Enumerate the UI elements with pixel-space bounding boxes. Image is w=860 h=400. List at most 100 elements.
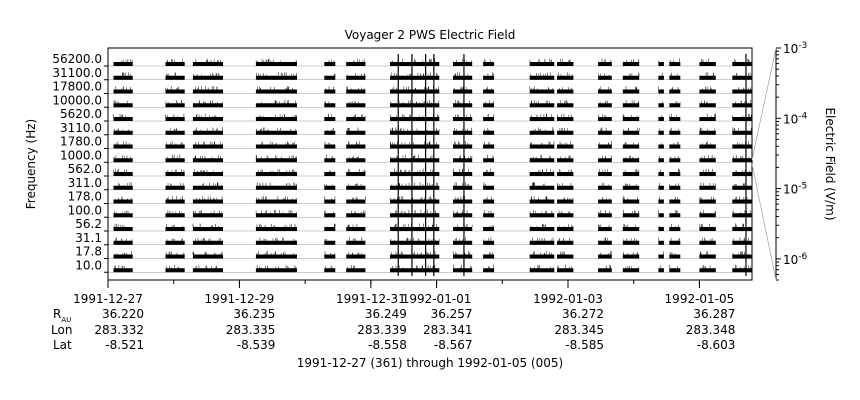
y-tick-label: 17800.0 — [52, 80, 102, 94]
data-segment — [255, 103, 297, 108]
data-segment — [324, 240, 336, 245]
data-segment — [483, 158, 495, 163]
ephemeris-value-lat: -8.603 — [697, 338, 736, 352]
data-segment — [699, 117, 716, 121]
data-segment — [732, 158, 752, 163]
data-segment — [255, 89, 297, 94]
data-segment — [346, 75, 366, 80]
data-segment — [529, 227, 555, 231]
colorbar: 10-3 10-4 10-5 10-6 — [751, 41, 808, 281]
y-tick-label: 17.8 — [75, 245, 102, 259]
data-segment — [529, 213, 555, 218]
data-segment — [113, 130, 133, 135]
data-segment — [255, 158, 297, 163]
data-segment — [658, 213, 664, 218]
data-segment — [557, 268, 574, 273]
data-segment — [732, 227, 752, 231]
data-segment — [598, 144, 612, 149]
data-segment — [483, 117, 495, 121]
ephemeris-value-lon: 283.332 — [94, 323, 144, 337]
y-axis-ticks: 10.017.831.156.2100.0178.0311.0562.01000… — [52, 52, 108, 273]
data-segment — [255, 268, 297, 273]
data-segment — [598, 75, 612, 80]
data-segment — [669, 240, 681, 245]
data-segment — [324, 144, 336, 149]
y-tick-label: 562.0 — [68, 162, 102, 176]
colorbar-connector — [751, 163, 777, 281]
y-tick-label: 10000.0 — [52, 93, 102, 107]
data-segment — [346, 227, 366, 231]
data-segment — [557, 130, 574, 135]
data-segment — [483, 227, 495, 231]
data-segment — [483, 185, 495, 190]
data-segment — [192, 144, 223, 149]
data-segment — [346, 117, 366, 121]
data-segment — [165, 144, 185, 149]
data-segment — [669, 130, 681, 135]
y-axis-label: Frequency (Hz) — [24, 119, 38, 210]
data-segment — [658, 185, 664, 190]
data-segment — [192, 158, 223, 163]
data-segment — [192, 185, 223, 190]
data-segment — [324, 62, 336, 66]
x-tick-label: 1992-01-03 — [533, 292, 603, 306]
data-segment — [557, 199, 574, 204]
data-segment — [192, 227, 223, 231]
data-segment — [453, 75, 473, 80]
data-segment — [390, 103, 440, 108]
data-segment — [598, 172, 612, 176]
data-segment — [699, 240, 716, 245]
data-segment — [324, 268, 336, 273]
data-segment — [483, 240, 495, 245]
data-segment — [453, 213, 473, 218]
data-segment — [598, 227, 612, 231]
data-segment — [346, 240, 366, 245]
data-segment — [324, 89, 336, 94]
y-tick-label: 1000.0 — [60, 148, 102, 162]
data-segment — [669, 144, 681, 149]
x-tick-label: 1991-12-29 — [205, 292, 275, 306]
data-segment — [732, 89, 752, 94]
date-range-footer: 1991-12-27 (361) through 1992-01-05 (005… — [297, 356, 563, 370]
data-segment — [622, 240, 640, 245]
data-segment — [255, 254, 297, 259]
data-segment — [598, 213, 612, 218]
data-segment — [669, 89, 681, 94]
data-segment — [483, 103, 495, 108]
data-segment — [669, 213, 681, 218]
data-segment — [255, 62, 297, 66]
data-segment — [255, 240, 297, 245]
data-segment — [699, 158, 716, 163]
data-segment — [557, 144, 574, 149]
data-segment — [529, 158, 555, 163]
data-segment — [622, 62, 640, 66]
data-segment — [113, 103, 133, 108]
plot-frame — [107, 47, 753, 281]
data-segment — [622, 89, 640, 94]
ephemeris-value-r: 36.272 — [562, 307, 604, 321]
data-segment — [113, 62, 133, 66]
data-segment — [113, 254, 133, 259]
data-segment — [529, 254, 555, 259]
data-segment — [390, 130, 440, 135]
data-segment — [658, 254, 664, 259]
burst-spikes — [397, 54, 747, 276]
data-segments — [113, 58, 752, 273]
data-segment — [669, 185, 681, 190]
data-segment — [255, 227, 297, 231]
data-segment — [192, 89, 223, 94]
data-segment — [669, 117, 681, 121]
data-segment — [699, 213, 716, 218]
data-segment — [255, 130, 297, 135]
data-segment — [622, 172, 640, 176]
data-segment — [346, 213, 366, 218]
data-segment — [324, 254, 336, 259]
data-segment — [622, 185, 640, 190]
data-segment — [113, 199, 133, 204]
data-segment — [192, 117, 223, 121]
data-segment — [622, 254, 640, 259]
data-segment — [192, 240, 223, 245]
data-segment — [598, 158, 612, 163]
data-segment — [699, 172, 716, 176]
